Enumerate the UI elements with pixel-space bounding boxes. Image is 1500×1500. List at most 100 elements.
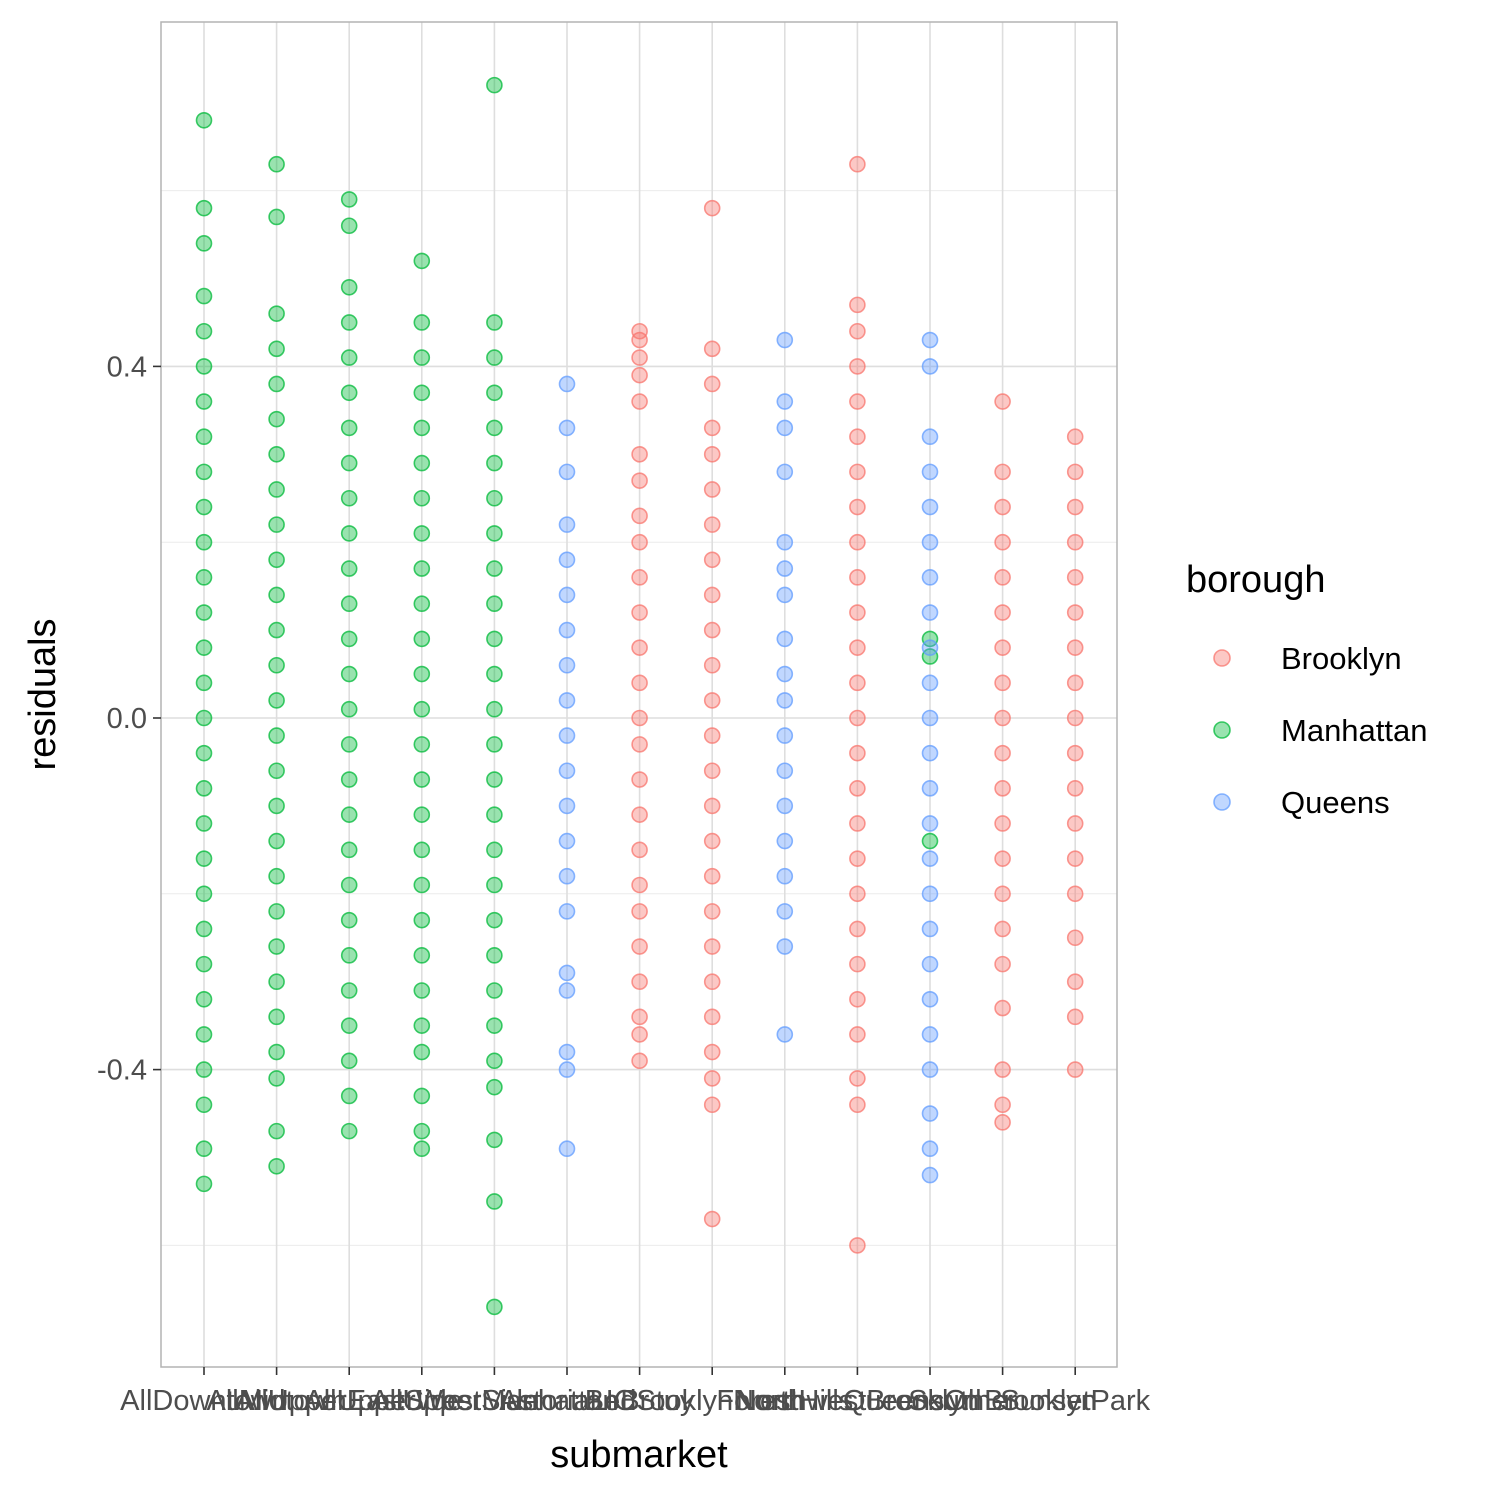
data-point — [994, 533, 1011, 551]
data-point — [921, 498, 939, 516]
data-point — [849, 639, 866, 656]
data-point — [849, 1237, 866, 1254]
data-point — [558, 419, 576, 437]
data-point — [486, 700, 503, 718]
data-point — [776, 560, 794, 577]
data-point — [776, 630, 794, 648]
data-point — [413, 911, 431, 929]
data-point — [776, 586, 794, 604]
data-point — [631, 349, 648, 366]
data-point — [486, 1298, 503, 1316]
data-point — [558, 1043, 576, 1061]
data-point — [994, 674, 1011, 692]
data-point — [994, 1114, 1011, 1131]
data-point — [631, 876, 648, 894]
series-brooklyn — [631, 155, 1084, 1254]
data-point — [921, 428, 939, 446]
data-point — [413, 384, 431, 402]
data-point — [268, 586, 285, 604]
data-point — [195, 358, 213, 375]
data-point — [921, 331, 939, 349]
data-point — [558, 867, 576, 885]
data-point — [631, 736, 648, 753]
data-point — [195, 780, 213, 797]
points-layer — [195, 76, 1084, 1316]
data-point — [921, 1140, 939, 1158]
data-point — [195, 111, 213, 129]
data-point — [631, 393, 648, 410]
data-point — [849, 850, 866, 867]
data-point — [1066, 1061, 1084, 1078]
data-point — [631, 331, 648, 349]
data-point — [1066, 929, 1084, 947]
data-point — [195, 744, 213, 762]
data-point — [195, 533, 213, 551]
legend-title: borough — [1186, 559, 1325, 601]
data-point — [340, 560, 358, 577]
x-tick-label: AllUpperEastSide — [236, 1385, 463, 1417]
data-point — [776, 419, 794, 437]
data-point — [195, 428, 213, 446]
legend-key-manhattan — [1213, 721, 1231, 739]
data-point — [413, 314, 431, 331]
data-point — [195, 322, 213, 340]
data-point — [413, 947, 431, 964]
data-point — [703, 1070, 721, 1087]
data-point — [849, 744, 866, 762]
data-point — [849, 498, 866, 516]
series-manhattan — [195, 76, 939, 1316]
data-point — [849, 1070, 866, 1087]
y-axis-title: residuals — [22, 618, 64, 770]
data-point — [195, 709, 213, 727]
data-point — [413, 982, 431, 999]
data-point — [921, 955, 939, 973]
data-point — [413, 806, 431, 823]
data-point — [268, 551, 285, 569]
data-point — [776, 533, 794, 551]
data-point — [413, 1087, 431, 1105]
data-point — [994, 498, 1011, 516]
data-point — [849, 569, 866, 586]
data-point — [486, 595, 503, 613]
data-point — [195, 604, 213, 621]
data-point — [413, 665, 431, 683]
data-point — [921, 358, 939, 375]
x-tick-label: AllUpperManhattan — [370, 1385, 618, 1417]
data-point — [849, 322, 866, 340]
x-tick-label: NorthwestBrooklyn — [736, 1385, 979, 1417]
data-point — [1066, 744, 1084, 762]
data-point — [776, 727, 794, 744]
data-point — [413, 595, 431, 613]
data-point — [195, 393, 213, 410]
data-point — [776, 393, 794, 410]
data-point — [921, 1026, 939, 1043]
data-point — [921, 533, 939, 551]
data-point — [921, 674, 939, 692]
data-point — [921, 639, 939, 656]
data-point — [631, 1008, 648, 1026]
data-point — [486, 947, 503, 964]
data-point — [631, 445, 648, 463]
data-point — [776, 463, 794, 481]
data-point — [1066, 1008, 1084, 1026]
data-point — [631, 674, 648, 692]
data-point — [195, 498, 213, 516]
data-point — [486, 419, 503, 437]
data-point — [1066, 709, 1084, 727]
data-point — [340, 806, 358, 823]
data-point — [631, 322, 648, 340]
grid-layer — [161, 22, 1117, 1367]
data-point — [776, 692, 794, 709]
data-point — [268, 621, 285, 639]
data-point — [1066, 498, 1084, 516]
data-point — [703, 445, 721, 463]
data-point — [1066, 463, 1084, 481]
data-point — [268, 375, 285, 393]
data-point — [340, 1122, 358, 1140]
data-point — [486, 1131, 503, 1149]
data-point — [558, 1061, 576, 1078]
data-point — [994, 920, 1011, 938]
data-point — [1066, 850, 1084, 867]
data-point — [268, 938, 285, 955]
data-point — [921, 630, 939, 648]
